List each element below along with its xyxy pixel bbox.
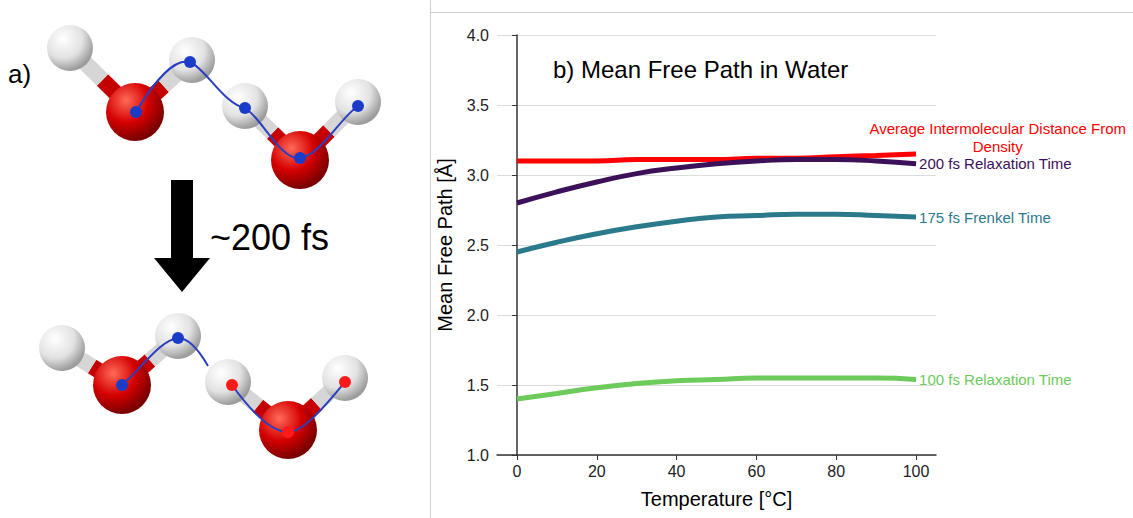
svg-text:3.0: 3.0 — [467, 167, 489, 184]
svg-text:80: 80 — [827, 463, 845, 480]
svg-text:0: 0 — [513, 463, 522, 480]
svg-text:2.0: 2.0 — [467, 307, 489, 324]
svg-text:100 fs Relaxation Time: 100 fs Relaxation Time — [919, 371, 1072, 388]
svg-text:1.0: 1.0 — [467, 447, 489, 464]
svg-text:40: 40 — [668, 463, 686, 480]
svg-text:b) Mean Free Path in Water: b) Mean Free Path in Water — [553, 56, 848, 83]
svg-text:1.5: 1.5 — [467, 377, 489, 394]
svg-text:3.5: 3.5 — [467, 97, 489, 114]
svg-text:20: 20 — [588, 463, 606, 480]
svg-text:Density: Density — [973, 138, 1024, 155]
svg-text:2.5: 2.5 — [467, 237, 489, 254]
svg-text:a): a) — [8, 59, 31, 89]
svg-text:175 fs Frenkel Time: 175 fs Frenkel Time — [919, 209, 1051, 226]
svg-text:Temperature [°C]: Temperature [°C] — [641, 488, 792, 510]
svg-text:Mean Free Path [Å]: Mean Free Path [Å] — [434, 158, 456, 331]
svg-text:4.0: 4.0 — [467, 27, 489, 44]
svg-text:60: 60 — [748, 463, 766, 480]
svg-text:Average Intermolecular Distanc: Average Intermolecular Distance From — [870, 120, 1127, 137]
svg-text:~200 fs: ~200 fs — [210, 217, 329, 258]
svg-text:100: 100 — [903, 463, 930, 480]
svg-text:200 fs Relaxation Time: 200 fs Relaxation Time — [919, 155, 1072, 172]
